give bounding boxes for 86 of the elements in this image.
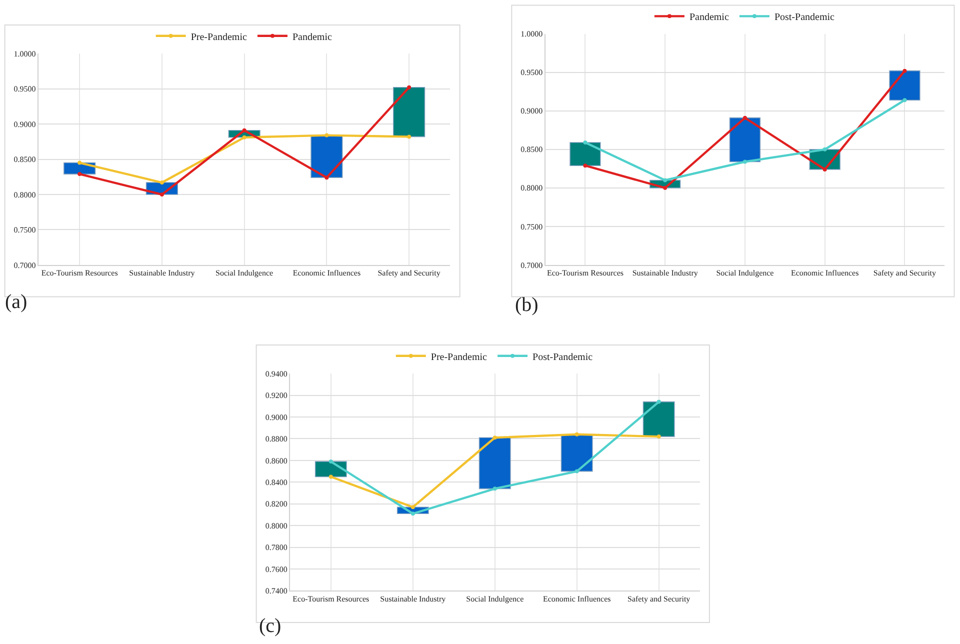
x-tick-label: Social Indulgence (466, 594, 524, 604)
x-tick-label: Eco-Tourism Resources (546, 268, 624, 278)
y-tick-label: 0.7500 (520, 222, 543, 232)
point (822, 167, 827, 172)
x-tick-label: Economic Influences (542, 594, 611, 604)
point (742, 160, 747, 164)
point (583, 140, 588, 144)
text: (c) (259, 615, 282, 637)
x-tick-label: Economic Influences (790, 268, 859, 278)
point (492, 436, 497, 440)
bar (889, 70, 920, 101)
y-tick-label: 0.9400 (265, 369, 288, 378)
point (663, 186, 668, 190)
point (492, 486, 497, 491)
point (410, 512, 415, 516)
text: (b) (515, 294, 538, 316)
x-tick-label: Eco-Tourism Resources (41, 268, 118, 278)
legend-label: Post-Pandemic (532, 352, 594, 363)
x-tick-label: Social Indulgence (216, 268, 274, 278)
x-tick-label: Safety and Security (628, 594, 690, 604)
point (902, 68, 907, 73)
x-tick-label: Social Indulgence (716, 268, 774, 278)
y-tick-label: 0.8000 (14, 190, 36, 200)
legend-label: Pre-Pandemic (190, 32, 248, 43)
y-tick-label: 0.7800 (265, 543, 288, 552)
point (410, 505, 415, 510)
point (160, 180, 164, 185)
point (328, 460, 333, 464)
y-tick-label: 0.8200 (265, 500, 288, 509)
bar (729, 117, 761, 162)
x-tick-label: Eco-Tourism Resources (292, 594, 370, 604)
legend-label: Pandemic (292, 32, 332, 43)
bar (560, 434, 593, 472)
y-tick-label: 0.9000 (14, 120, 36, 129)
y-tick-label: 0.9000 (265, 412, 288, 422)
point (407, 85, 412, 90)
y-tick-label: 0.8500 (14, 155, 36, 164)
y-tick-label: 0.7000 (520, 260, 543, 270)
y-tick-label: 0.7500 (14, 226, 36, 235)
point (328, 474, 333, 479)
y-tick-label: 0.7600 (265, 564, 288, 574)
point (583, 164, 588, 168)
point (663, 178, 668, 182)
point (656, 434, 661, 439)
point (656, 400, 661, 404)
text: (a) (5, 291, 28, 313)
point (742, 116, 747, 120)
y-tick-label: 0.8000 (520, 184, 543, 193)
y-tick-label: 0.9000 (520, 106, 543, 116)
point (574, 469, 579, 474)
point (160, 192, 164, 196)
point (242, 128, 246, 132)
point (902, 98, 907, 102)
y-tick-label: 1.0000 (14, 49, 36, 58)
y-tick-label: 0.9200 (265, 391, 288, 400)
y-tick-label: 1.0000 (520, 30, 543, 39)
x-tick-label: Safety and Security (378, 268, 440, 278)
y-tick-label: 0.8800 (265, 434, 288, 444)
x-tick-label: Economic Influences (292, 268, 361, 278)
y-tick-label: 0.8000 (265, 521, 288, 530)
y-tick-label: 0.8400 (265, 478, 288, 487)
y-tick-label: 0.8600 (265, 456, 288, 466)
bar (570, 142, 601, 166)
legend-label: Pre-Pandemic (430, 352, 488, 363)
legend-label: Post-Pandemic (774, 12, 836, 24)
y-tick-label: 0.8500 (520, 145, 543, 154)
point (324, 133, 329, 138)
y-tick-label: 0.9500 (14, 84, 36, 94)
point (407, 134, 412, 139)
point (324, 176, 329, 180)
point (822, 147, 827, 152)
x-tick-label: Sustainable Industry (632, 268, 698, 278)
y-tick-label: 0.9500 (520, 68, 543, 78)
bar (642, 401, 675, 437)
x-tick-label: Sustainable Industry (380, 594, 446, 604)
point (78, 160, 82, 165)
bar (478, 437, 511, 490)
legend-label: Pandemic (689, 12, 730, 24)
point (242, 135, 246, 140)
x-tick-label: Sustainable Industry (129, 268, 195, 278)
x-tick-label: Safety and Security (873, 268, 936, 278)
y-tick-label: 0.7000 (14, 260, 36, 270)
point (574, 432, 579, 436)
point (78, 172, 82, 176)
bar (393, 86, 426, 138)
y-tick-label: 0.7400 (265, 586, 288, 596)
